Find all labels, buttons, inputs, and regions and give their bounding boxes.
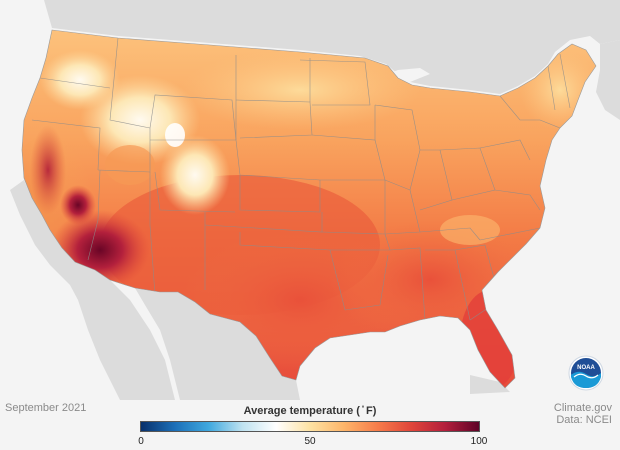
credit: Climate.gov Data: NCEI: [554, 402, 612, 426]
legend-tick-mid: 50: [304, 436, 316, 447]
noaa-logo: NOAA: [568, 355, 604, 391]
legend-tick-max: 100: [470, 436, 488, 447]
surrounding-land: [0, 0, 620, 400]
legend-title: Average temperature ( ̊ F): [243, 405, 377, 417]
credit-data: Data: NCEI: [556, 414, 612, 426]
map-svg: [0, 0, 620, 400]
temperature-map: [0, 0, 620, 400]
credit-source: Climate.gov: [553, 402, 612, 414]
period-label: September 2021: [5, 402, 87, 414]
legend-color-bar: [140, 421, 480, 432]
legend-tick-min: 0: [138, 436, 144, 447]
state-borders: [31, 37, 571, 321]
noaa-logo-text: NOAA: [577, 365, 595, 371]
noaa-logo-wave: [571, 371, 601, 388]
